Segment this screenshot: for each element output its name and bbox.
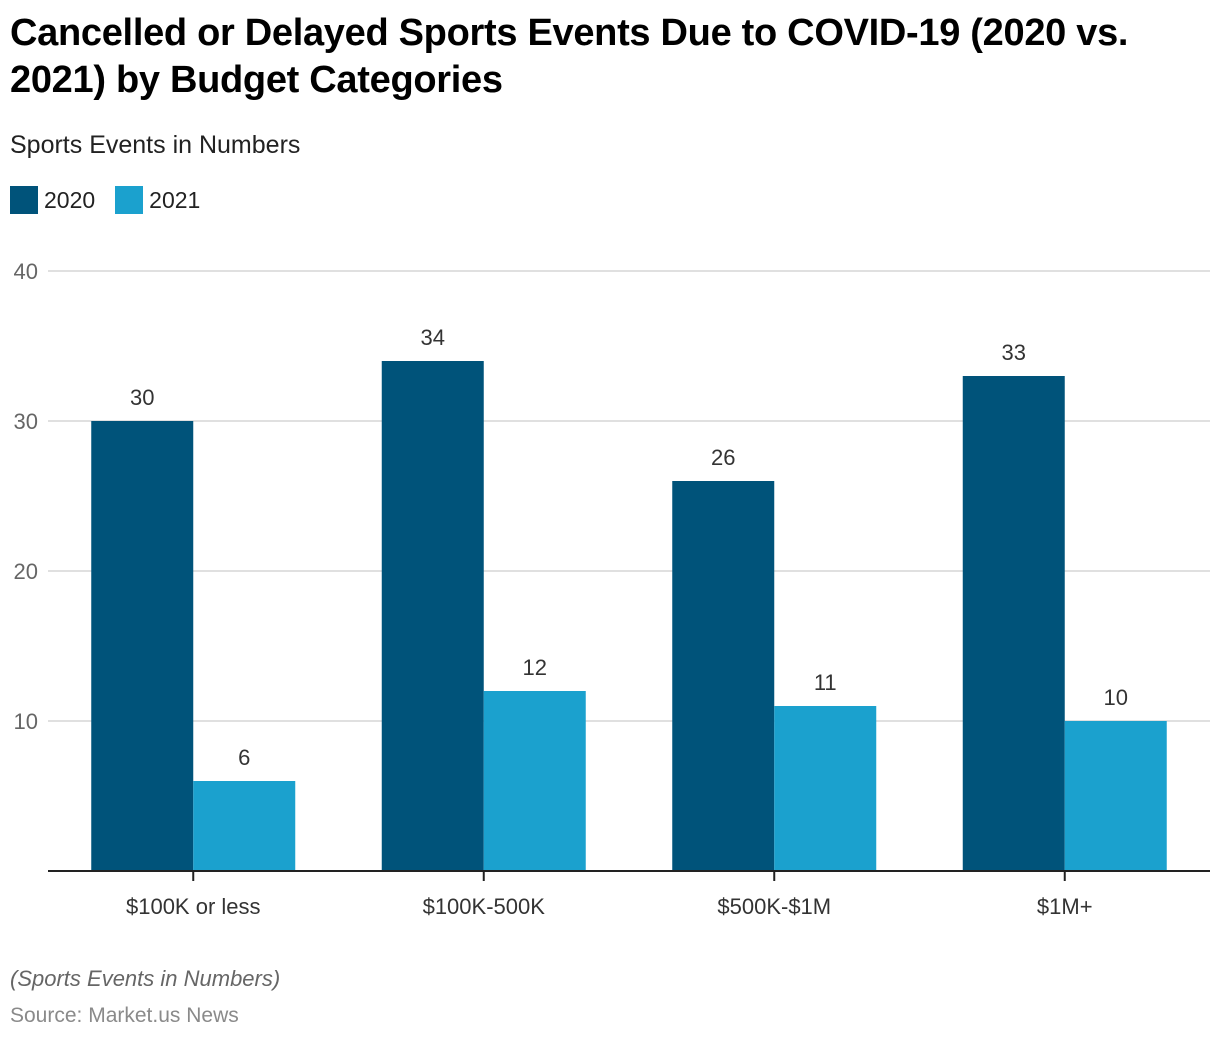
bar-2021-1[interactable] [483, 691, 586, 871]
bar-2021-0[interactable] [193, 781, 296, 871]
y-tick-label-40: 40 [14, 259, 38, 284]
x-tick-label-2: $500K-$1M [717, 894, 831, 919]
legend-swatch-2020 [10, 186, 38, 214]
data-label-2021-0: 6 [238, 745, 250, 770]
bar-2021-2[interactable] [774, 706, 877, 871]
bar-2020-1[interactable] [381, 361, 484, 871]
bar-2021-3[interactable] [1064, 721, 1167, 871]
legend: 2020 2021 [10, 186, 220, 214]
chart-title: Cancelled or Delayed Sports Events Due t… [10, 12, 1129, 101]
x-tick-label-0: $100K or less [126, 894, 261, 919]
data-label-2021-3: 10 [1104, 685, 1128, 710]
data-label-2021-1: 12 [523, 655, 547, 680]
x-tick-label-3: $1M+ [1037, 894, 1093, 919]
data-label-2020-1: 34 [421, 325, 445, 350]
y-tick-label-10: 10 [14, 709, 38, 734]
legend-item-2021[interactable]: 2021 [115, 186, 200, 214]
chart-subtitle: Sports Events in Numbers [10, 131, 301, 159]
legend-label-2020: 2020 [44, 186, 96, 213]
bar-2020-3[interactable] [962, 376, 1065, 871]
data-label-2020-3: 33 [1002, 340, 1026, 365]
legend-label-2021: 2021 [149, 186, 201, 213]
y-tick-label-20: 20 [14, 559, 38, 584]
data-label-2020-0: 30 [130, 385, 154, 410]
bar-2020-0[interactable] [91, 421, 194, 871]
data-label-2020-2: 26 [711, 445, 735, 470]
data-label-2021-2: 11 [814, 670, 837, 695]
bar-2020-2[interactable] [672, 481, 775, 871]
source-credit: Source: Market.us News [10, 1004, 239, 1027]
legend-swatch-2021 [115, 186, 144, 214]
footnote: (Sports Events in Numbers) [10, 966, 281, 991]
x-tick-label-1: $100K-500K [423, 894, 546, 919]
y-tick-label-30: 30 [14, 409, 38, 434]
legend-item-2020[interactable]: 2020 [10, 186, 95, 214]
